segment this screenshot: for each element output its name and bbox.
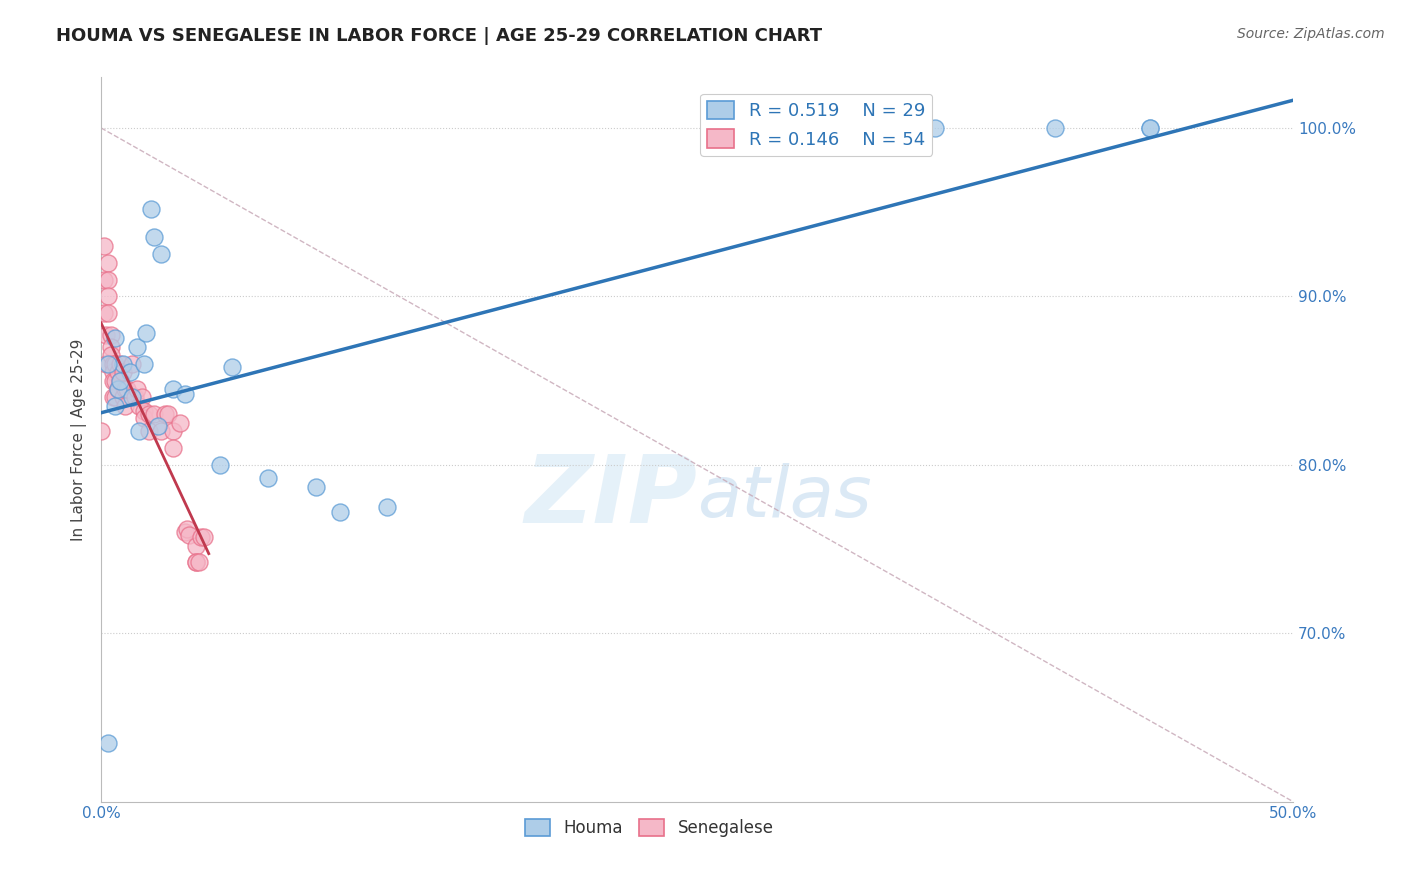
Point <box>141 202 163 216</box>
Text: HOUMA VS SENEGALESE IN LABOR FORCE | AGE 25-29 CORRELATION CHART: HOUMA VS SENEGALESE IN LABOR FORCE | AGE… <box>56 27 823 45</box>
Point <box>94 357 117 371</box>
Point <box>108 357 131 371</box>
Point <box>97 255 120 269</box>
Point <box>148 419 170 434</box>
Point <box>138 424 160 438</box>
Point <box>142 407 165 421</box>
Point <box>100 328 122 343</box>
Point <box>121 391 143 405</box>
Point <box>186 539 208 553</box>
Point <box>107 382 129 396</box>
Point <box>162 441 184 455</box>
Point <box>187 556 209 570</box>
Point <box>375 500 398 514</box>
Point <box>114 399 136 413</box>
Y-axis label: In Labor Force | Age 25-29: In Labor Force | Age 25-29 <box>72 338 87 541</box>
Point <box>169 416 191 430</box>
Point <box>111 391 134 405</box>
Point <box>111 365 134 379</box>
Point <box>97 357 120 371</box>
Point <box>138 407 160 421</box>
Point <box>124 391 146 405</box>
Point <box>97 289 120 303</box>
Point <box>131 391 153 405</box>
Point <box>100 340 122 354</box>
Point <box>93 239 115 253</box>
Point <box>101 391 124 405</box>
Point <box>108 374 131 388</box>
Point <box>155 407 177 421</box>
Point <box>104 331 127 345</box>
Point <box>179 528 201 542</box>
Point <box>149 424 172 438</box>
Point <box>257 471 280 485</box>
Point <box>128 399 150 413</box>
Point <box>125 382 148 396</box>
Point <box>305 480 328 494</box>
Point <box>107 382 129 396</box>
Point <box>173 525 195 540</box>
Point <box>114 382 136 396</box>
Point <box>162 382 184 396</box>
Point <box>104 399 127 413</box>
Point <box>149 247 172 261</box>
Point <box>176 522 198 536</box>
Point <box>142 230 165 244</box>
Point <box>104 391 127 405</box>
Point <box>97 736 120 750</box>
Point <box>111 357 134 371</box>
Point <box>104 374 127 388</box>
Point <box>101 374 124 388</box>
Point <box>100 348 122 362</box>
Point <box>193 530 215 544</box>
Legend: Houma, Senegalese: Houma, Senegalese <box>519 813 780 844</box>
Text: ZIP: ZIP <box>524 451 697 543</box>
Point <box>108 374 131 388</box>
Point <box>93 272 115 286</box>
Point <box>107 365 129 379</box>
Point <box>162 424 184 438</box>
Point <box>90 424 112 438</box>
Point <box>924 120 946 135</box>
Text: atlas: atlas <box>697 463 872 532</box>
Point <box>121 357 143 371</box>
Point <box>186 556 208 570</box>
Point <box>118 365 141 379</box>
Point <box>221 360 243 375</box>
Point <box>132 410 155 425</box>
Point <box>209 458 232 472</box>
Point <box>190 530 212 544</box>
Point <box>117 382 139 396</box>
Point <box>97 272 120 286</box>
Point <box>1139 120 1161 135</box>
Point <box>328 505 350 519</box>
Point <box>1043 120 1066 135</box>
Point <box>94 328 117 343</box>
Point <box>156 407 179 421</box>
Point <box>104 357 127 371</box>
Point <box>1139 120 1161 135</box>
Point <box>128 424 150 438</box>
Point <box>132 357 155 371</box>
Point <box>97 306 120 320</box>
Point <box>101 365 124 379</box>
Point <box>132 404 155 418</box>
Point <box>101 357 124 371</box>
Point <box>93 306 115 320</box>
Point <box>135 326 157 341</box>
Point <box>173 387 195 401</box>
Text: Source: ZipAtlas.com: Source: ZipAtlas.com <box>1237 27 1385 41</box>
Point <box>125 340 148 354</box>
Point <box>186 556 208 570</box>
